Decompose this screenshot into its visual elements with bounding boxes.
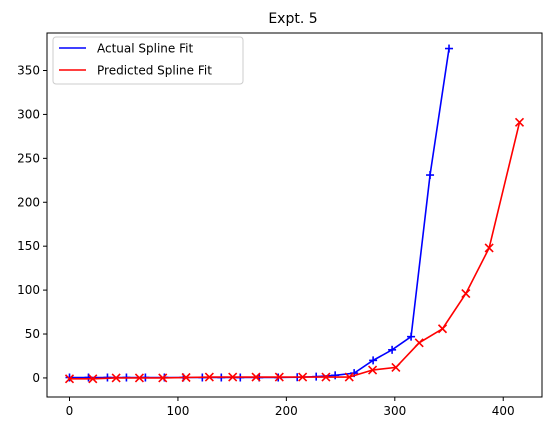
y-tick-label: 200 <box>17 195 40 209</box>
legend-label: Actual Spline Fit <box>97 42 193 56</box>
point-marker <box>298 372 308 382</box>
point-marker <box>158 373 168 383</box>
y-tick-label: 50 <box>25 327 40 341</box>
point-marker <box>251 372 261 382</box>
data-point <box>391 362 401 372</box>
legend-box <box>52 36 244 85</box>
data-point <box>65 373 74 382</box>
point-marker <box>228 372 238 382</box>
y-tick-label: 300 <box>17 107 40 121</box>
data-point <box>134 373 145 383</box>
data-point <box>274 372 284 382</box>
data-point <box>321 372 331 382</box>
data-point <box>437 324 448 334</box>
data-point <box>298 372 308 382</box>
x-tick-label: 100 <box>166 404 189 418</box>
point-marker <box>204 372 214 382</box>
y-tick-label: 350 <box>17 64 40 78</box>
point-marker <box>181 372 191 383</box>
data-point <box>369 356 378 365</box>
data-point <box>388 345 397 354</box>
data-point <box>228 372 238 382</box>
data-point <box>484 243 494 253</box>
point-marker <box>461 289 471 299</box>
legend-label: Predicted Spline Fit <box>97 64 212 78</box>
plot-frame <box>46 32 543 398</box>
data-point <box>181 372 191 383</box>
data-point <box>344 372 354 382</box>
point-marker <box>368 365 378 375</box>
point-marker <box>514 117 525 127</box>
point-marker <box>274 372 284 382</box>
point-marker <box>437 324 448 334</box>
data-point <box>514 117 525 127</box>
data-point <box>445 44 454 53</box>
y-tick-label: 250 <box>17 151 40 165</box>
x-tick-label: 200 <box>275 404 298 418</box>
point-marker <box>134 373 145 383</box>
y-tick-label: 0 <box>32 371 40 385</box>
point-marker <box>64 374 75 384</box>
point-marker <box>344 372 354 382</box>
data-point <box>407 332 416 341</box>
series-line <box>69 122 521 380</box>
data-point <box>426 171 435 180</box>
data-point <box>88 374 98 384</box>
data-point <box>251 372 261 382</box>
data-point <box>368 365 378 375</box>
point-marker <box>88 374 98 384</box>
x-tick-label: 300 <box>383 404 406 418</box>
point-marker <box>484 243 494 253</box>
series-predicted <box>64 117 525 384</box>
y-tick-label: 150 <box>17 239 40 253</box>
x-tick-label: 400 <box>492 404 515 418</box>
x-tick-label: 0 <box>66 404 74 418</box>
point-marker <box>391 362 401 372</box>
point-marker <box>321 372 331 382</box>
chart-title: Expt. 5 <box>268 11 317 27</box>
data-point <box>158 373 168 383</box>
data-point <box>331 371 340 380</box>
data-point <box>64 374 75 384</box>
data-point <box>414 338 424 348</box>
data-point <box>461 289 471 299</box>
point-marker <box>414 338 424 348</box>
legend: Actual Spline Fit Predicted Spline Fit <box>52 36 244 85</box>
y-tick-label: 100 <box>17 283 40 297</box>
data-point <box>204 372 214 382</box>
data-point <box>111 373 121 383</box>
point-marker <box>111 373 121 383</box>
